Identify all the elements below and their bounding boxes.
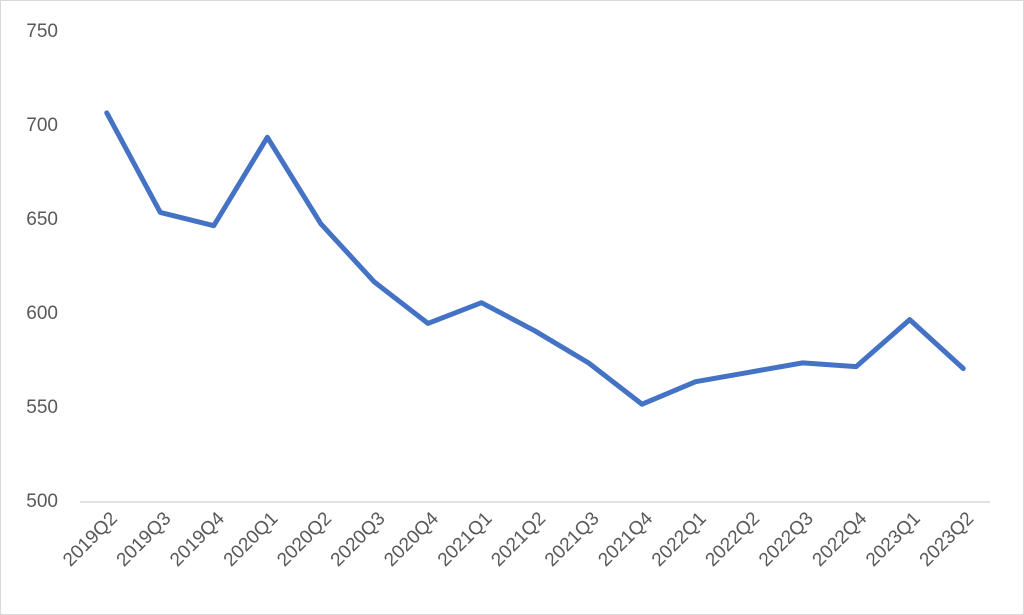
y-tick-label: 700 — [26, 115, 58, 136]
series-line — [104, 110, 966, 407]
y-tick-label: 650 — [26, 209, 58, 230]
y-tick-label: 600 — [26, 303, 58, 324]
y-tick-label: 500 — [26, 491, 58, 512]
y-tick-label: 550 — [26, 397, 58, 418]
y-tick-label: 750 — [26, 21, 58, 42]
